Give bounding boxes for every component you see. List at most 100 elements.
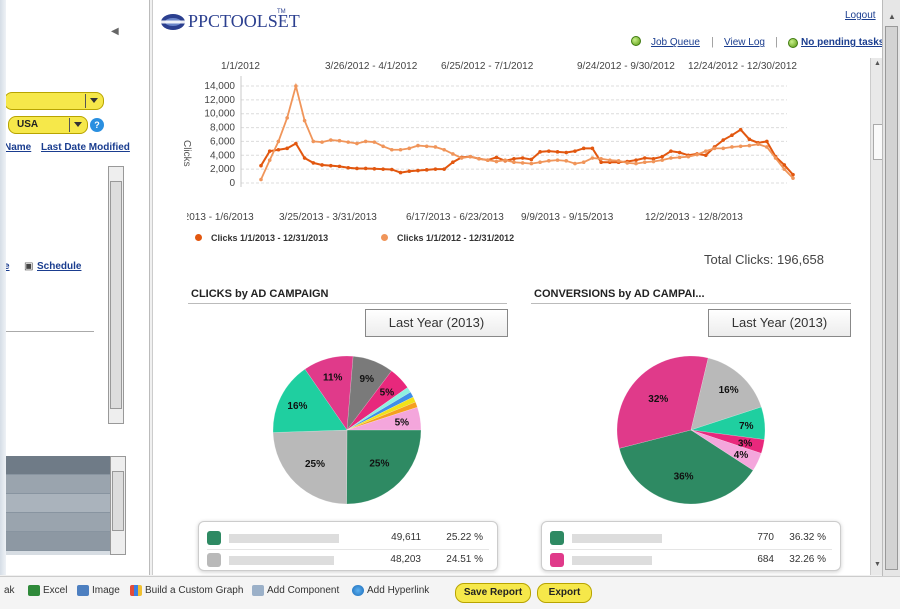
logout-link[interactable]: Logout bbox=[845, 10, 876, 21]
data-point bbox=[669, 149, 673, 153]
list-scrollbar-2[interactable] bbox=[110, 456, 126, 555]
export-button[interactable]: Export bbox=[537, 583, 592, 603]
data-point bbox=[634, 161, 638, 166]
data-point bbox=[703, 149, 708, 153]
data-point bbox=[311, 139, 316, 144]
pie-slice[interactable] bbox=[304, 355, 354, 431]
pie-slice[interactable] bbox=[346, 406, 422, 431]
pie-slice[interactable] bbox=[346, 429, 422, 505]
data-point bbox=[738, 144, 743, 149]
build-custom-graph-button[interactable]: Build a Custom Graph bbox=[130, 585, 243, 596]
scroll-up-icon[interactable]: ▲ bbox=[874, 60, 881, 67]
data-point bbox=[494, 155, 499, 160]
list-row[interactable] bbox=[4, 456, 110, 475]
data-point bbox=[677, 150, 682, 155]
pie-slice-label: 7% bbox=[739, 421, 754, 432]
excel-button[interactable]: Excel bbox=[28, 585, 67, 596]
data-point bbox=[398, 147, 403, 152]
pie-slice[interactable] bbox=[346, 370, 408, 431]
pie-slice[interactable] bbox=[346, 396, 416, 431]
list-row[interactable] bbox=[4, 532, 110, 551]
window-scrollbar[interactable]: ▲ ▼ bbox=[882, 0, 900, 609]
country-select[interactable]: USA bbox=[8, 116, 88, 134]
dropdown-select[interactable] bbox=[4, 92, 104, 110]
clicks-year-button[interactable]: Last Year (2013) bbox=[365, 309, 508, 337]
pie-slice-label: 5% bbox=[395, 417, 410, 428]
legend-percent: 36.32 % bbox=[789, 532, 826, 543]
pie-slice-label: 36% bbox=[674, 471, 694, 482]
help-icon[interactable]: ? bbox=[90, 118, 104, 132]
pie-slice[interactable] bbox=[346, 355, 392, 431]
schedule-link[interactable]: Schedule bbox=[37, 261, 82, 272]
scrollbar-thumb[interactable] bbox=[885, 26, 898, 570]
data-point bbox=[721, 138, 726, 142]
partial-link[interactable]: e bbox=[4, 261, 10, 272]
data-point bbox=[581, 160, 586, 165]
image-button[interactable]: Image bbox=[77, 585, 120, 596]
globe-link-icon bbox=[352, 585, 364, 596]
data-point bbox=[651, 156, 656, 161]
data-point bbox=[302, 156, 307, 160]
pie-slice[interactable] bbox=[690, 406, 766, 440]
data-point bbox=[660, 154, 664, 159]
pie-slice-label: 25% bbox=[305, 459, 325, 470]
data-point bbox=[616, 159, 621, 163]
pie-slice[interactable] bbox=[619, 429, 754, 505]
scroll-down-icon[interactable]: ▼ bbox=[874, 561, 881, 568]
data-point bbox=[363, 139, 368, 144]
conversions-section-title: CONVERSIONS by AD CAMPAI... bbox=[534, 288, 705, 300]
logo-text: PPCTOOLSET bbox=[188, 11, 300, 31]
data-point bbox=[459, 156, 464, 160]
last-date-modified-header[interactable]: Last Date Modified bbox=[41, 142, 130, 153]
legend-row[interactable]: 684 32.26 % bbox=[550, 551, 832, 569]
data-point bbox=[555, 158, 560, 162]
conversions-year-button[interactable]: Last Year (2013) bbox=[708, 309, 851, 337]
data-point bbox=[276, 147, 281, 152]
pie-slice-label: 3% bbox=[738, 438, 753, 449]
report-list bbox=[4, 456, 110, 555]
collapse-arrow-icon[interactable]: ◀ bbox=[111, 26, 119, 37]
list-scrollbar[interactable] bbox=[108, 166, 124, 424]
legend-row[interactable]: 48,203 24.51 % bbox=[207, 551, 489, 569]
data-point bbox=[485, 158, 490, 162]
data-point bbox=[294, 141, 298, 146]
data-point bbox=[712, 146, 717, 151]
scrollbar-thumb[interactable] bbox=[110, 181, 122, 409]
data-point bbox=[756, 142, 760, 146]
pie-slice[interactable] bbox=[690, 429, 765, 454]
save-report-button[interactable]: Save Report bbox=[455, 583, 531, 603]
pie-slice[interactable] bbox=[272, 429, 348, 505]
pie-slice[interactable] bbox=[346, 401, 418, 431]
view-log-link[interactable]: View Log bbox=[724, 37, 765, 48]
add-component-button[interactable]: Add Component bbox=[252, 585, 339, 596]
pie-slice[interactable] bbox=[272, 368, 348, 433]
partial-toolbar-item[interactable]: ak bbox=[4, 585, 15, 596]
redacted-campaign-name bbox=[229, 534, 339, 543]
list-row[interactable] bbox=[4, 475, 110, 494]
legend-swatch-2012 bbox=[381, 234, 388, 241]
data-point bbox=[782, 163, 787, 167]
data-point bbox=[267, 149, 272, 153]
legend-row[interactable]: 49,611 25.22 % bbox=[207, 529, 489, 547]
add-hyperlink-button[interactable]: Add Hyperlink bbox=[352, 585, 429, 596]
legend-swatch bbox=[207, 531, 221, 545]
scroll-up-icon[interactable]: ▲ bbox=[888, 12, 896, 21]
data-point bbox=[407, 169, 412, 174]
bottom-x-tick-label: 6/17/2013 - 6/23/2013 bbox=[406, 212, 504, 223]
pie-slice[interactable] bbox=[690, 429, 762, 471]
data-point bbox=[346, 140, 351, 144]
job-queue-link[interactable]: Job Queue bbox=[651, 37, 700, 48]
pending-tasks-link[interactable]: No pending tasks. bbox=[801, 37, 888, 48]
legend-value: 684 bbox=[757, 554, 774, 565]
country-select-value: USA bbox=[17, 119, 39, 130]
list-row[interactable] bbox=[4, 494, 110, 513]
pie-slice[interactable] bbox=[690, 357, 762, 431]
legend-row[interactable]: 770 36.32 % bbox=[550, 529, 832, 547]
legend-label-2012: Clicks 1/1/2012 - 12/31/2012 bbox=[397, 233, 515, 243]
pie-slice[interactable] bbox=[616, 355, 709, 449]
pie-slice[interactable] bbox=[346, 387, 411, 431]
scrollbar-thumb[interactable] bbox=[112, 471, 124, 531]
list-row[interactable] bbox=[4, 513, 110, 532]
pie-slice[interactable] bbox=[346, 391, 414, 431]
name-column-header[interactable]: Name bbox=[4, 142, 32, 153]
